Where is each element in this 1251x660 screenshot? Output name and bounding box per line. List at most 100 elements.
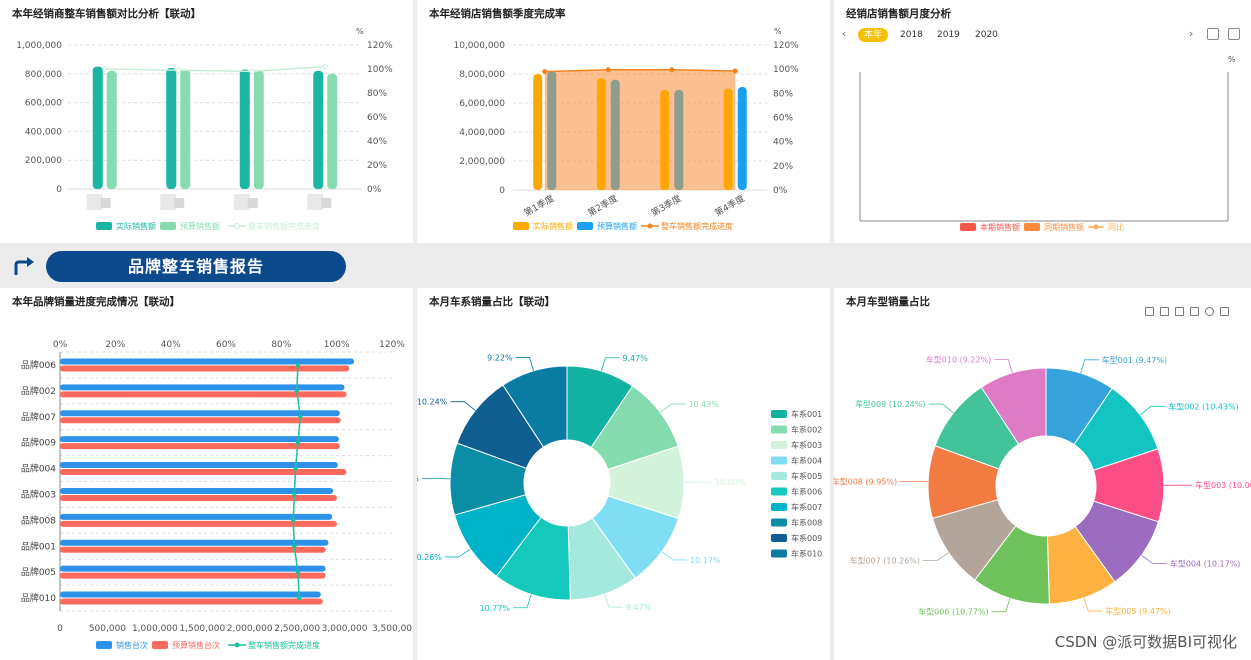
data-view-icon[interactable] <box>1160 307 1169 316</box>
y-tick-label: 800,000 <box>25 70 62 80</box>
blurred-category-label <box>247 198 258 208</box>
x-tick-label: 500,000 <box>89 624 126 634</box>
slice-label: 10.17% <box>690 556 721 565</box>
bar <box>533 74 543 190</box>
year-timeline: ‹ 本年 2018 2019 2020 › <box>842 26 1242 44</box>
line-point <box>669 67 675 73</box>
y-tick-label: 200,000 <box>25 156 62 166</box>
bar <box>166 68 177 189</box>
legend-marker <box>771 441 787 449</box>
label-line <box>515 357 534 371</box>
y2-unit-label: % <box>1228 55 1236 64</box>
stop-icon[interactable] <box>1207 28 1219 40</box>
timeline-item[interactable]: 本年 <box>858 28 889 42</box>
bar <box>60 365 350 372</box>
slice-label: 10.77% <box>480 604 511 613</box>
slice-label: 车型003 (10.00%) <box>1195 480 1251 490</box>
x-tick-label: 2,500,000 <box>274 624 320 634</box>
watermark: CSDN @派可数据BI可视化 <box>1054 633 1237 651</box>
y2-tick-label: 80% <box>773 89 793 99</box>
x2-tick-label: 60% <box>216 340 236 350</box>
y-tick-label: 0 <box>56 185 62 195</box>
panel-dealer-sales-comparison: 本年经销商整车销售额对比分析【联动】 0 200,000 400,000 600,00… <box>0 0 413 243</box>
legend-label: 整车销售额完成进度 <box>248 640 320 650</box>
y-tick-label: 8,000,000 <box>459 70 505 80</box>
legend-label: 销售台次 <box>116 640 148 650</box>
x2-tick-label: 80% <box>271 340 291 350</box>
line-point <box>175 67 181 73</box>
x-tick-label: 第3季度 <box>649 192 683 219</box>
blurred-category-label <box>233 194 250 210</box>
timeline-item[interactable]: 2020 <box>975 30 998 40</box>
restore-icon[interactable] <box>1205 307 1214 316</box>
x2-tick-label: 120% <box>379 340 405 350</box>
legend-marker <box>960 223 976 231</box>
legend-marker <box>771 549 787 558</box>
legend-label: 预算销售额 <box>597 221 637 231</box>
y-tick-label: 1,000,000 <box>16 41 62 51</box>
bar <box>60 469 347 476</box>
bar <box>60 513 333 520</box>
timeline-item[interactable]: 2018 <box>900 30 923 40</box>
timeline-item[interactable]: 2019 <box>937 30 960 40</box>
bar <box>660 89 670 190</box>
line-point <box>290 518 296 523</box>
panel-title: 本月车型销量占比 <box>846 296 930 308</box>
zoom-icon[interactable] <box>1145 307 1154 316</box>
pie-slice <box>980 367 1047 445</box>
bar <box>106 70 117 189</box>
y2-tick-label: 120% <box>773 41 799 51</box>
x-tick-label: 0 <box>57 624 63 634</box>
line-point <box>293 466 298 471</box>
series-line <box>104 65 326 73</box>
category-label: 品牌010 <box>21 592 56 604</box>
slice-label: 车型005 (9.47%) <box>1105 606 1170 616</box>
y-tick-label: 6,000,000 <box>459 99 505 109</box>
legend-label: 车系009 <box>791 533 822 543</box>
blurred-category-label <box>174 198 185 208</box>
line-point <box>102 66 108 72</box>
bar-chart-icon[interactable] <box>1190 307 1199 316</box>
label-line <box>444 548 471 558</box>
legend-marker <box>771 534 787 542</box>
line-point <box>292 492 297 497</box>
bar <box>60 591 321 598</box>
label-line <box>604 593 623 608</box>
y2-tick-label: 40% <box>773 138 793 148</box>
bar <box>253 70 264 189</box>
bar <box>737 87 747 190</box>
slice-label: 10.43% <box>688 400 719 409</box>
line-chart-icon[interactable] <box>1175 307 1184 316</box>
legend-marker <box>152 641 168 649</box>
chart-brand-progress: 0% 20% 40% 60% 80% 100% 120% 0 500,000 1,000,000 1… <box>21 340 413 650</box>
y2-tick-label: 0% <box>367 185 382 195</box>
legend-label: 整车销售额完成进度 <box>248 221 320 231</box>
x2-tick-label: 20% <box>105 340 125 350</box>
y-tick-label: 600,000 <box>25 99 62 109</box>
timeline-next-button[interactable]: › <box>1189 27 1194 40</box>
line-point <box>295 362 301 368</box>
legend-marker <box>577 222 593 230</box>
label-line <box>661 551 688 561</box>
legend-label: 实际销售额 <box>116 221 156 231</box>
timeline-prev-button[interactable]: ‹ <box>842 27 847 40</box>
x2-tick-label: 0% <box>53 340 68 350</box>
y-tick-label: 400,000 <box>25 127 62 137</box>
y2-tick-label: 0% <box>773 186 788 196</box>
panel-title: 本年经销店销售额季度完成率 <box>429 8 566 20</box>
save-image-icon[interactable] <box>1220 307 1229 316</box>
y2-tick-label: 40% <box>367 137 387 147</box>
legend-label: 车系006 <box>791 487 822 497</box>
bar <box>180 69 191 189</box>
legend-marker <box>771 503 787 511</box>
slice-label: 10.00% <box>715 478 746 487</box>
bar <box>60 436 339 443</box>
legend-marker <box>1024 223 1040 231</box>
bar <box>327 73 338 189</box>
play-icon[interactable] <box>1228 28 1240 40</box>
chart-model-share: 车型001 (9.47%) 车型002 (10.43%) 车型003 (10.00%… <box>834 355 1251 617</box>
category-label: 品牌002 <box>21 385 56 397</box>
line-point <box>732 68 738 74</box>
legend-label: 车系010 <box>791 549 822 559</box>
blurred-category-label <box>160 194 177 210</box>
